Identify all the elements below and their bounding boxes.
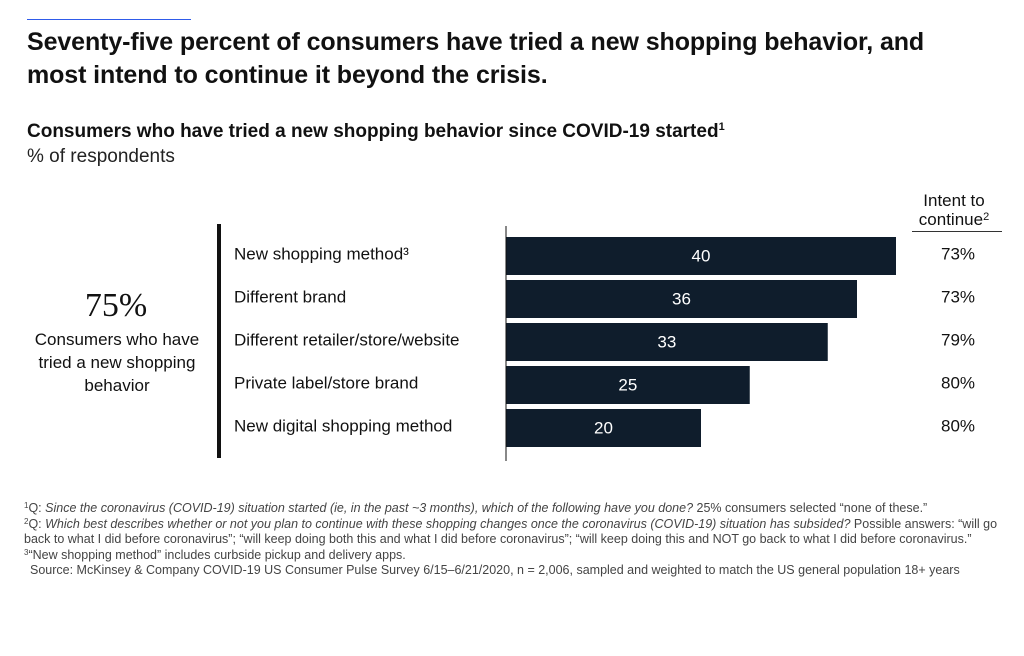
chart-unit: % of respondents [27,146,175,167]
footnote-mark-2: 2 [983,211,990,223]
category-label-3: Private label/store brand [234,374,418,393]
footnote-2-question: Which best describes whether or not you … [45,516,851,531]
footnote-2-rest: Possible answers: “will go back to what … [24,516,998,547]
footnote-3: 3“New shopping method” includes curbside… [24,548,999,564]
bar-2 [506,323,828,361]
footnote-mark-1: 1 [718,121,725,133]
intent-value-1: 73% [941,288,975,307]
source-note: Source: McKinsey & Company COVID-19 US C… [30,563,960,577]
intent-value-4: 80% [941,417,975,436]
intent-value-2: 79% [941,331,975,350]
bar-4 [506,409,701,447]
footnote-3-mark: 3 [24,547,29,557]
callout-value: 75% [84,287,148,324]
category-label-0: New shopping method³ [234,245,409,264]
value-label-1: 36 [672,290,691,309]
footnote-1-question: Since the coronavirus (COVID-19) situati… [45,501,694,515]
bar-chart: 40 New shopping method³ 73% 36 Different bra… [234,226,975,461]
footnote-1: 1Q: Since the coronavirus (COVID-19) sit… [24,501,999,517]
value-label-4: 20 [594,419,613,438]
footnote-1-mark: 1 [24,501,29,510]
page-title: Seventy-five percent of consumers have t… [27,28,925,89]
chart-subtitle: Consumers who have tried a new shopping … [27,120,725,144]
chart-subtitle-text: Consumers who have tried a new shopping … [27,121,719,142]
category-label-2: Different retailer/store/website [234,331,460,350]
callout-description: Consumers who have tried a new shopping … [34,330,200,395]
intent-column-header-text: Intent to continue [918,191,985,229]
category-label-1: Different brand [234,288,346,307]
footnote-2-mark: 2 [24,516,29,526]
footnote-3-text: “New shopping method” includes curbside … [28,547,406,562]
footnote-1-rest: 25% consumers selected “none of these.” [693,501,928,515]
intent-value-3: 80% [941,374,975,393]
intent-header-rule [912,231,1002,232]
intent-value-0: 73% [941,245,975,264]
footnote-2: 2Q: Which best describes whether or not … [24,517,999,548]
footnote-1-prefix: Q: [28,501,46,515]
footnotes: 1Q: Since the coronavirus (COVID-19) sit… [24,501,999,579]
category-label-4: New digital shopping method [234,417,452,436]
accent-rule [27,19,191,20]
value-label-0: 40 [692,247,711,266]
intent-column-header: Intent to continue2 [906,191,1002,229]
bar-0 [506,237,896,275]
bar-1 [506,280,857,318]
value-label-2: 33 [657,333,676,352]
callout-divider [217,224,221,458]
value-label-3: 25 [618,376,637,395]
bar-3 [506,366,750,404]
footnote-2-prefix: Q: [28,516,46,531]
